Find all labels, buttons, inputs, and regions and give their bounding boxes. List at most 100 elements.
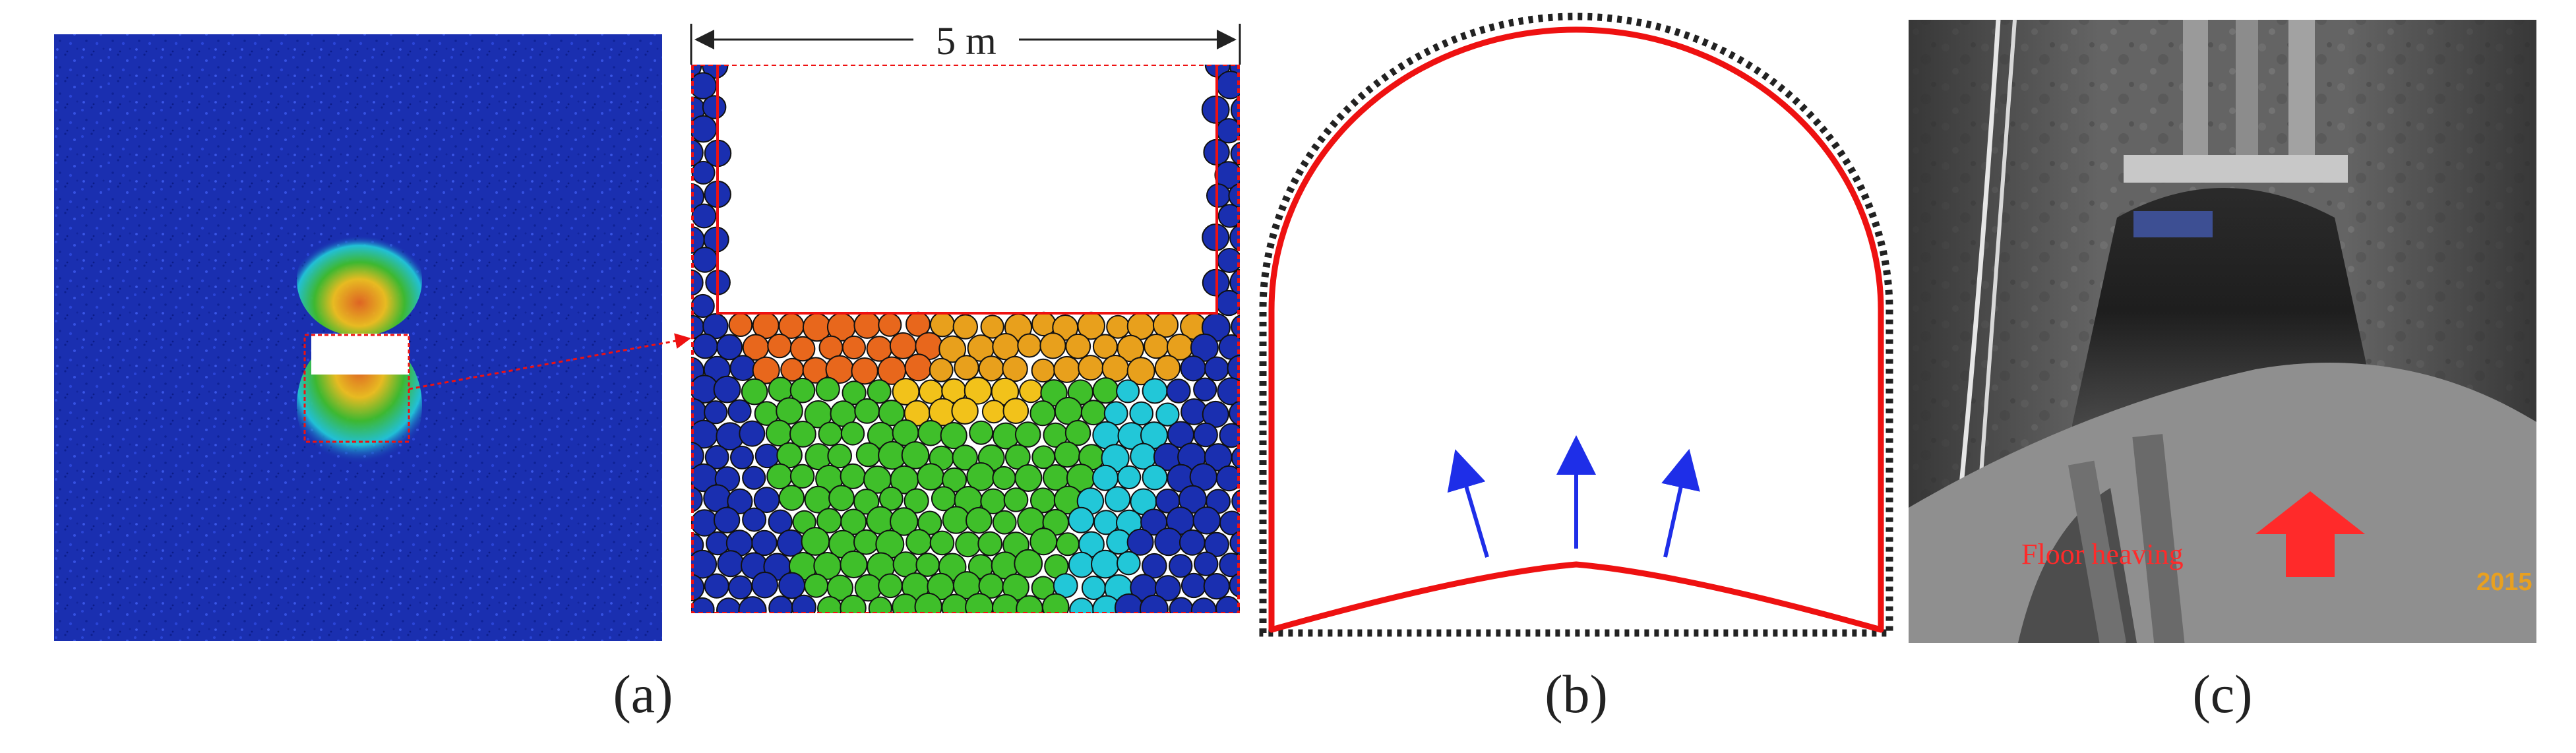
particle <box>1215 595 1240 613</box>
particle <box>1117 465 1142 490</box>
particle <box>1154 575 1181 601</box>
particle <box>917 420 944 446</box>
particle <box>966 506 993 534</box>
particle <box>902 617 929 644</box>
arrow-up-icon <box>1661 448 1700 558</box>
particle <box>691 509 718 537</box>
particle <box>1139 594 1169 613</box>
particle <box>1154 527 1183 557</box>
particle <box>1142 553 1167 579</box>
particle <box>1204 618 1228 642</box>
particle <box>751 529 778 557</box>
particle <box>768 509 793 534</box>
particle <box>840 421 865 446</box>
particle <box>942 467 967 493</box>
particle <box>818 421 843 446</box>
particle <box>1014 421 1041 448</box>
particle <box>951 397 979 425</box>
particle <box>1053 355 1081 383</box>
particle <box>691 183 704 210</box>
particle <box>917 463 944 491</box>
particle <box>992 333 1020 361</box>
year-stamp: 2015 <box>2476 568 2532 596</box>
particle <box>765 419 793 447</box>
particle <box>1194 551 1219 576</box>
particle <box>1131 617 1155 641</box>
particle <box>1068 506 1095 533</box>
particle <box>1056 532 1080 557</box>
particle <box>1081 576 1106 600</box>
particle <box>777 617 803 642</box>
particle <box>1080 619 1105 645</box>
particle <box>776 442 803 469</box>
particle <box>1114 593 1144 613</box>
particle <box>1039 332 1066 359</box>
particle <box>1116 379 1140 404</box>
particle <box>1206 183 1231 208</box>
particle <box>1003 487 1029 512</box>
particle <box>842 380 867 406</box>
particle <box>1180 355 1206 382</box>
excavation-void <box>311 334 409 375</box>
particle <box>992 593 1020 613</box>
particle <box>1154 355 1181 381</box>
particle <box>713 506 741 533</box>
particle <box>1214 161 1240 189</box>
particle <box>1215 465 1240 492</box>
particle <box>1166 378 1191 404</box>
particle <box>1103 401 1128 426</box>
particle <box>938 335 966 363</box>
particle <box>704 573 729 599</box>
particle <box>752 356 780 384</box>
particle <box>691 72 717 100</box>
particle <box>1243 162 1268 187</box>
particle <box>716 597 741 613</box>
particle <box>742 507 767 532</box>
particle <box>1117 551 1141 576</box>
particle <box>1117 334 1145 363</box>
particle <box>879 620 904 644</box>
particle <box>777 529 805 557</box>
particle <box>1227 354 1240 382</box>
particle <box>1031 358 1056 383</box>
particle <box>730 445 754 469</box>
particle <box>776 397 803 425</box>
particle <box>952 314 979 340</box>
particle <box>979 616 1005 642</box>
particle <box>1217 204 1240 228</box>
particle <box>691 160 716 185</box>
particle <box>801 527 830 556</box>
particle <box>1065 333 1091 359</box>
particle <box>1243 335 1270 362</box>
particle <box>1126 528 1154 556</box>
particle <box>978 355 1004 382</box>
particle <box>791 594 816 613</box>
particle <box>878 573 903 599</box>
particle <box>1002 355 1028 382</box>
panel-b-schematic <box>1259 13 1893 637</box>
particle <box>1142 464 1168 491</box>
panel-a-overview <box>54 34 662 641</box>
particle <box>853 529 879 555</box>
particle <box>1129 401 1153 426</box>
particle <box>942 506 971 534</box>
particle <box>855 442 881 467</box>
particle <box>840 550 868 579</box>
particle <box>904 353 933 382</box>
particle <box>1179 529 1206 556</box>
particle <box>1014 549 1043 578</box>
particle <box>1006 618 1031 642</box>
particle <box>1068 551 1095 578</box>
particle <box>981 400 1006 424</box>
particle <box>1106 315 1130 339</box>
particle <box>853 489 880 515</box>
arrow-up-icon <box>2255 491 2365 577</box>
particle <box>727 488 753 515</box>
particle <box>1230 96 1240 123</box>
particle <box>1019 379 1043 404</box>
particle <box>691 138 704 167</box>
arrow-up-icon <box>1447 449 1489 558</box>
particle <box>1080 400 1107 426</box>
particle <box>1092 377 1119 404</box>
particle <box>1231 315 1240 339</box>
